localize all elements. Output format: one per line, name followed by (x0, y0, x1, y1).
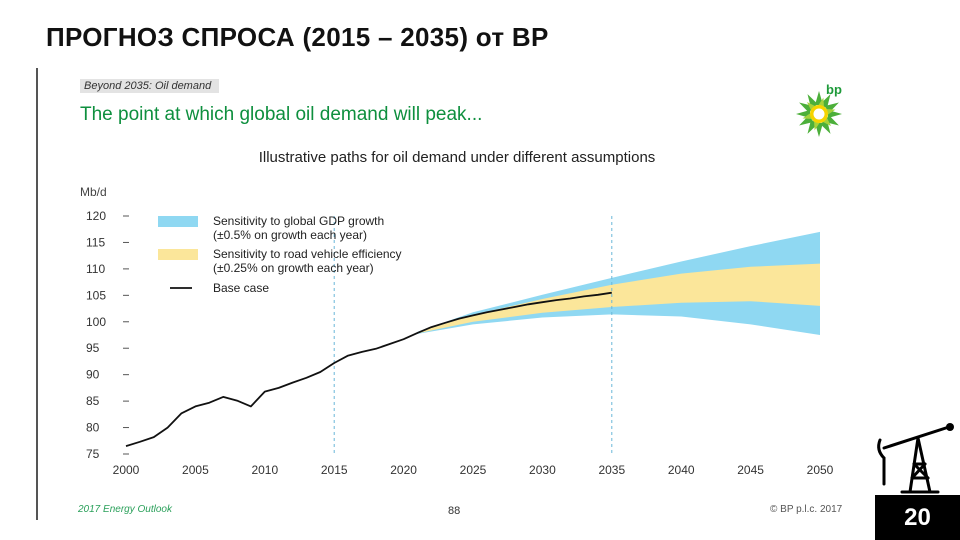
footer-source: 2017 Energy Outlook (78, 504, 172, 515)
legend-label-gdp: Sensitivity to global GDP growth (213, 214, 384, 228)
x-tick-label: 2020 (390, 463, 417, 477)
y-tick-label: 85 (86, 394, 100, 408)
x-tick-label: 2035 (598, 463, 625, 477)
headline: The point at which global oil demand wil… (80, 104, 483, 125)
x-tick-label: 2025 (460, 463, 487, 477)
bp-wordmark: bp (826, 82, 842, 97)
x-tick-label: 2030 (529, 463, 556, 477)
y-tick-label: 120 (86, 209, 106, 223)
footer-page-number: 88 (448, 505, 461, 517)
left-divider (36, 68, 38, 520)
y-tick-label: 95 (86, 341, 100, 355)
bp-helios-logo-icon (796, 91, 842, 137)
section-tag: Beyond 2035: Oil demand (80, 79, 220, 93)
legend-label-vehicle: Sensitivity to road vehicle efficiency (213, 247, 402, 261)
vehicle-efficiency-band (417, 263, 820, 334)
x-tick-label: 2045 (737, 463, 764, 477)
legend-sublabel-vehicle: (±0.25% on growth each year) (213, 261, 374, 275)
y-tick-label: 75 (86, 447, 100, 461)
slide-title: ПРОГНОЗ СПРОСА (2015 – 2035) от BP (46, 22, 549, 52)
y-tick-label: 100 (86, 315, 106, 329)
oil-pump-jack-icon (877, 423, 954, 494)
x-tick-label: 2010 (251, 463, 278, 477)
y-tick-label: 110 (86, 262, 105, 276)
y-tick-label: 115 (86, 235, 105, 249)
x-tick-label: 2040 (668, 463, 695, 477)
y-tick-label: 105 (86, 288, 106, 302)
legend-swatch-gdp (158, 216, 198, 227)
chart-title: Illustrative paths for oil demand under … (259, 149, 656, 166)
y-tick-label: 80 (86, 421, 100, 435)
legend-sublabel-gdp: (±0.5% on growth each year) (213, 228, 367, 242)
x-tick-label: 2000 (113, 463, 140, 477)
slide-number: 20 (875, 495, 960, 540)
y-axis-label: Mb/d (80, 185, 107, 199)
footer-copyright: © BP p.l.c. 2017 (770, 504, 843, 515)
legend-label-base: Base case (213, 281, 269, 295)
x-tick-label: 2050 (807, 463, 834, 477)
x-tick-label: 2015 (321, 463, 348, 477)
base-case-line (125, 291, 612, 447)
legend-swatch-vehicle (158, 249, 198, 260)
y-tick-label: 90 (86, 368, 100, 382)
x-tick-label: 2005 (182, 463, 209, 477)
